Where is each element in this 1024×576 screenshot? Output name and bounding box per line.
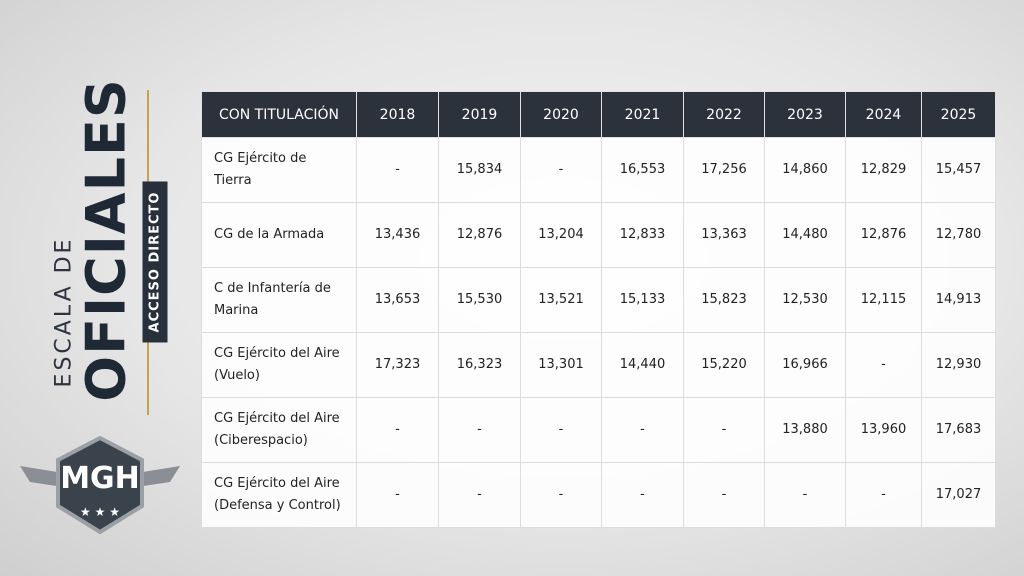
cell: 14,913	[921, 267, 996, 333]
header-cell: 2019	[438, 91, 521, 138]
cell: 12,833	[601, 202, 684, 268]
header-cell: 2021	[601, 91, 684, 138]
cell: -	[356, 462, 439, 528]
cell: 14,480	[764, 202, 846, 268]
logo: MGH ★ ★ ★	[20, 436, 180, 535]
cell: 16,553	[601, 137, 684, 203]
cell: 13,436	[356, 202, 439, 268]
cell: 15,133	[601, 267, 684, 333]
cell: -	[683, 397, 765, 463]
logo-shield	[56, 436, 144, 535]
header-row: CON TITULACIÓN 2018 2019 2020 2021 2022 2023 20…	[201, 91, 996, 138]
header-cell: 2022	[683, 91, 765, 138]
cell: 17,027	[921, 462, 996, 528]
cell: -	[845, 462, 922, 528]
cell: -	[438, 462, 521, 528]
cell: -	[683, 462, 765, 528]
cell: 12,115	[845, 267, 922, 333]
cell: -	[520, 397, 602, 463]
header-cell: 2025	[921, 91, 996, 138]
header-cell: 2023	[764, 91, 846, 138]
logo-text: MGH	[60, 461, 140, 496]
side-title: OFICIALES	[74, 78, 138, 402]
table-row: CG de la Armada 13,436 12,876 13,204 12,833 1…	[201, 202, 996, 268]
header-cell: CON TITULACIÓN	[201, 91, 357, 138]
cell: 15,530	[438, 267, 521, 333]
cell: 12,780	[921, 202, 996, 268]
table-row: CG Ejército del Aire (Defensa y Control)…	[201, 462, 996, 528]
cell: 12,530	[764, 267, 846, 333]
cell: -	[601, 397, 684, 463]
row-label: CG Ejército del Aire (Vuelo)	[201, 332, 357, 398]
cell: -	[520, 462, 602, 528]
cell: 13,880	[764, 397, 846, 463]
table-row: CG Ejército de Tierra -15,834-16,553 17,25…	[201, 137, 996, 203]
logo-stars: ★ ★ ★	[80, 505, 120, 519]
cell: -	[438, 397, 521, 463]
cell: -	[356, 397, 439, 463]
cell: 12,876	[845, 202, 922, 268]
cell: 16,323	[438, 332, 521, 398]
cell: 12,876	[438, 202, 521, 268]
table-row: CG Ejército del Aire (Ciberespacio) - - - - -…	[201, 397, 996, 463]
row-label: CG Ejército del Aire (Ciberespacio)	[201, 397, 357, 463]
cell: 15,834	[438, 137, 521, 203]
cell: 17,256	[683, 137, 765, 203]
cell: -	[520, 137, 602, 203]
cell: 13,301	[520, 332, 602, 398]
cell: -	[356, 137, 439, 203]
cell: 15,823	[683, 267, 765, 333]
cell: 13,521	[520, 267, 602, 333]
cell: -	[845, 332, 922, 398]
table-row: C de Infantería de Marina 13,653 15,530 13,…	[201, 267, 996, 333]
side-subtitle: ESCALA DE	[51, 236, 77, 388]
cell: -	[764, 462, 846, 528]
row-label: C de Infantería de Marina	[201, 267, 357, 333]
cell: 13,363	[683, 202, 765, 268]
table: CON TITULACIÓN 2018 2019 2020 2021 2022 2023 20…	[201, 91, 996, 528]
cell: 14,860	[764, 137, 846, 203]
header-cell: 2020	[520, 91, 602, 138]
row-label: CG Ejército de Tierra	[201, 137, 357, 203]
cell: 14,440	[601, 332, 684, 398]
cell: 15,220	[683, 332, 765, 398]
cell: 13,653	[356, 267, 439, 333]
cell: 12,829	[845, 137, 922, 203]
cell: 17,683	[921, 397, 996, 463]
row-label: CG de la Armada	[201, 202, 357, 268]
table-body: CG Ejército de Tierra -15,834-16,553 17,25…	[201, 137, 996, 528]
cell: 16,966	[764, 332, 846, 398]
cell: 13,960	[845, 397, 922, 463]
row-label: CG Ejército del Aire (Defensa y Control)	[201, 462, 357, 528]
cell: 12,930	[921, 332, 996, 398]
header-cell: 2024	[845, 91, 922, 138]
side-badge: ACCESO DIRECTO	[142, 181, 168, 343]
header-cell: 2018	[356, 91, 439, 138]
cell: -	[601, 462, 684, 528]
table-row: CG Ejército del Aire (Vuelo) 17,323 16,323…	[201, 332, 996, 398]
cell: 15,457	[921, 137, 996, 203]
cell: 13,204	[520, 202, 602, 268]
cell: 17,323	[356, 332, 439, 398]
